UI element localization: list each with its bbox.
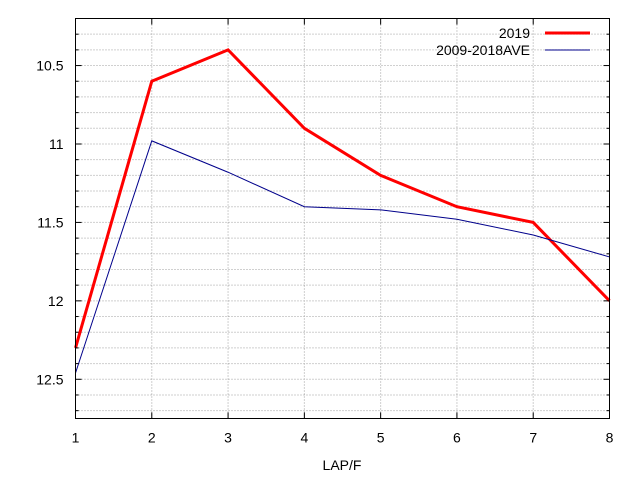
x-tick-label: 4 bbox=[300, 430, 308, 446]
x-tick-label: 5 bbox=[377, 430, 385, 446]
x-axis-label: LAP/F bbox=[323, 457, 362, 473]
y-axis-tick-labels: 10.5 11 11.5 12 12.5 bbox=[36, 58, 63, 388]
y-tick-label: 12 bbox=[48, 293, 64, 309]
x-tick-label: 6 bbox=[453, 430, 461, 446]
x-tick-label: 8 bbox=[606, 430, 614, 446]
legend-label: 2019 bbox=[499, 25, 530, 41]
x-tick-label: 3 bbox=[224, 430, 232, 446]
series-line-2 bbox=[75, 140, 610, 374]
legend-label: 2009-2018AVE bbox=[436, 42, 530, 58]
y-tick-label: 12.5 bbox=[36, 371, 63, 387]
series-line-1 bbox=[74, 48, 611, 349]
y-tick-label: 11 bbox=[49, 136, 64, 152]
plot-frame bbox=[75, 18, 610, 419]
y-tick-label: 11.5 bbox=[37, 214, 63, 230]
x-tick-label: 1 bbox=[72, 430, 80, 446]
y-tick-label: 10.5 bbox=[36, 58, 63, 74]
series-layer bbox=[74, 48, 611, 374]
grid-lines bbox=[75, 18, 610, 419]
axis-ticks bbox=[75, 18, 610, 419]
x-tick-label: 2 bbox=[148, 430, 156, 446]
x-axis-tick-labels: 1 2 3 4 5 6 7 8 bbox=[72, 430, 614, 446]
x-tick-label: 7 bbox=[529, 430, 537, 446]
